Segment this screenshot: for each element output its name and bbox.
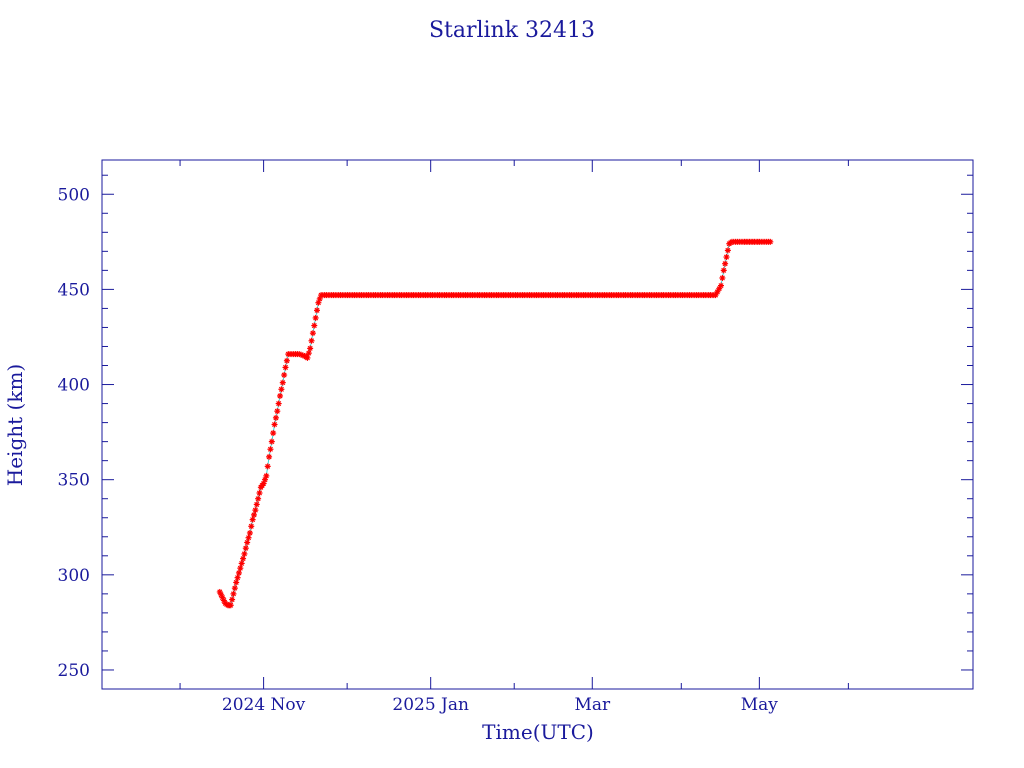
y-tick-label: 500	[58, 185, 90, 205]
data-point	[723, 254, 730, 261]
x-tick-label: 2024 Nov	[222, 695, 306, 715]
data-point	[231, 585, 238, 592]
data-point	[311, 322, 318, 329]
data-point	[256, 490, 263, 497]
data-point	[238, 560, 245, 567]
data-point	[312, 314, 319, 321]
data-point	[314, 307, 321, 314]
data-point	[230, 590, 237, 597]
x-tick-label: 2025 Jan	[392, 695, 469, 715]
data-point	[241, 550, 248, 557]
y-tick-label: 250	[58, 661, 90, 681]
data-point	[252, 507, 259, 514]
data-point	[237, 565, 244, 572]
data-point	[263, 472, 270, 479]
y-tick-label: 400	[58, 376, 90, 396]
data-point	[722, 260, 729, 267]
data-point	[246, 529, 253, 536]
data-point	[719, 274, 726, 281]
data-point	[279, 379, 286, 386]
data-point	[235, 569, 242, 576]
data-point	[282, 364, 289, 371]
y-tick-labels: 250 300 350 400 450 500	[58, 185, 90, 681]
data-point	[255, 495, 262, 502]
y-tick-label: 350	[58, 471, 90, 491]
x-tick-labels: 2024 Nov 2025 Jan Mar May	[222, 695, 778, 715]
data-point	[272, 414, 279, 421]
data-point	[253, 501, 260, 508]
tick-marks	[102, 160, 973, 690]
data-point	[234, 574, 241, 581]
data-point	[270, 430, 277, 437]
data-point	[271, 421, 278, 428]
data-point	[277, 392, 284, 399]
data-point	[724, 247, 731, 254]
x-axis-label: Time(UTC)	[482, 720, 594, 744]
data-point	[305, 350, 312, 357]
data-point	[242, 545, 249, 552]
data-point	[767, 238, 774, 245]
data-point	[266, 453, 273, 460]
plot-frame	[101, 159, 974, 690]
data-point	[249, 516, 256, 523]
data-point	[281, 372, 288, 379]
data-point	[267, 446, 274, 453]
data-point	[718, 282, 725, 289]
data-point	[264, 463, 271, 470]
y-tick-label: 300	[58, 566, 90, 586]
data-point	[229, 596, 236, 603]
data-point	[309, 330, 316, 337]
chart-title: Starlink 32413	[429, 18, 595, 43]
data-point	[307, 345, 314, 352]
data-point	[251, 511, 258, 518]
x-tick-label: Mar	[574, 695, 611, 715]
data-point	[248, 523, 255, 530]
data-point	[308, 337, 315, 344]
data-point	[227, 602, 234, 609]
data-point	[244, 539, 251, 546]
data-point	[274, 408, 281, 415]
data-point	[720, 267, 727, 274]
data-point	[245, 534, 252, 541]
series-markers	[216, 238, 774, 609]
x-tick-label: May	[741, 695, 779, 715]
data-point	[283, 357, 290, 364]
data-point	[278, 386, 285, 393]
data-point	[268, 438, 275, 445]
y-axis-label: Height (km)	[3, 364, 27, 486]
data-point	[240, 555, 247, 562]
data-point	[233, 579, 240, 586]
data-point	[304, 354, 311, 361]
y-tick-label: 450	[58, 280, 90, 300]
data-point	[275, 400, 282, 407]
